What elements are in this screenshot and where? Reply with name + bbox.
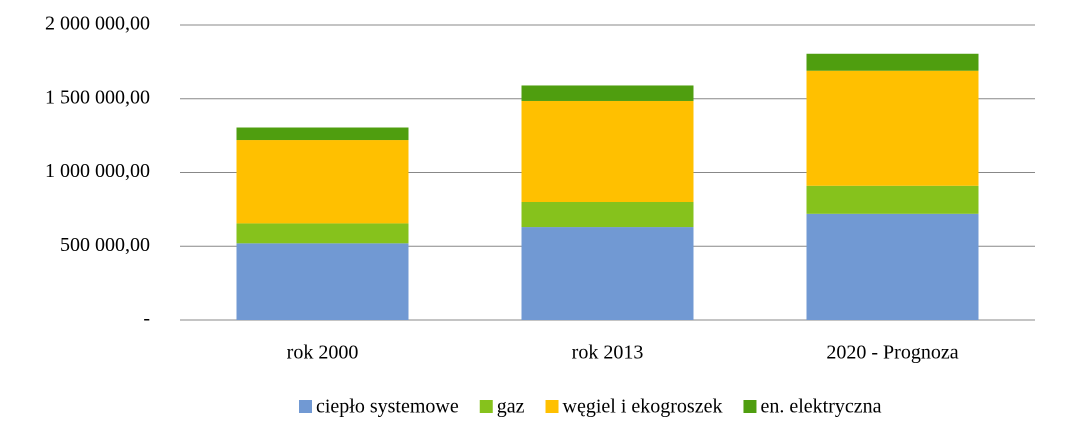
bar-segment xyxy=(806,53,979,71)
legend-label: węgiel i ekogroszek xyxy=(563,396,723,418)
legend-label: ciepło systemowe xyxy=(316,396,459,418)
bar-segment xyxy=(521,85,694,101)
legend-label: gaz xyxy=(497,396,525,418)
bar-segment xyxy=(521,100,694,202)
bar-segment xyxy=(806,185,979,214)
bar-segment xyxy=(521,202,694,228)
y-tick-label: 1 500 000,00 xyxy=(45,86,150,108)
y-tick-label: 2 000 000,00 xyxy=(45,13,150,35)
legend-swatch xyxy=(743,400,757,413)
y-tick-label: - xyxy=(143,308,150,330)
bar-segment xyxy=(521,227,694,320)
legend-swatch xyxy=(479,400,493,413)
y-tick-label: 500 000,00 xyxy=(60,234,150,256)
y-tick-label: 1 000 000,00 xyxy=(45,160,150,182)
x-tick-label: rok 2000 xyxy=(287,342,359,364)
bar-segment xyxy=(236,223,409,244)
bar-segment xyxy=(236,243,409,320)
bar-segment xyxy=(806,70,979,186)
bar-segment xyxy=(236,127,409,141)
x-tick-label: 2020 - Prognoza xyxy=(826,342,958,364)
bar-segment xyxy=(806,213,979,320)
legend-swatch xyxy=(299,400,312,413)
legend-label: en. elektryczna xyxy=(760,396,881,418)
x-tick-label: rok 2013 xyxy=(572,342,644,364)
bar-segment xyxy=(236,140,409,224)
legend-swatch xyxy=(545,400,559,413)
